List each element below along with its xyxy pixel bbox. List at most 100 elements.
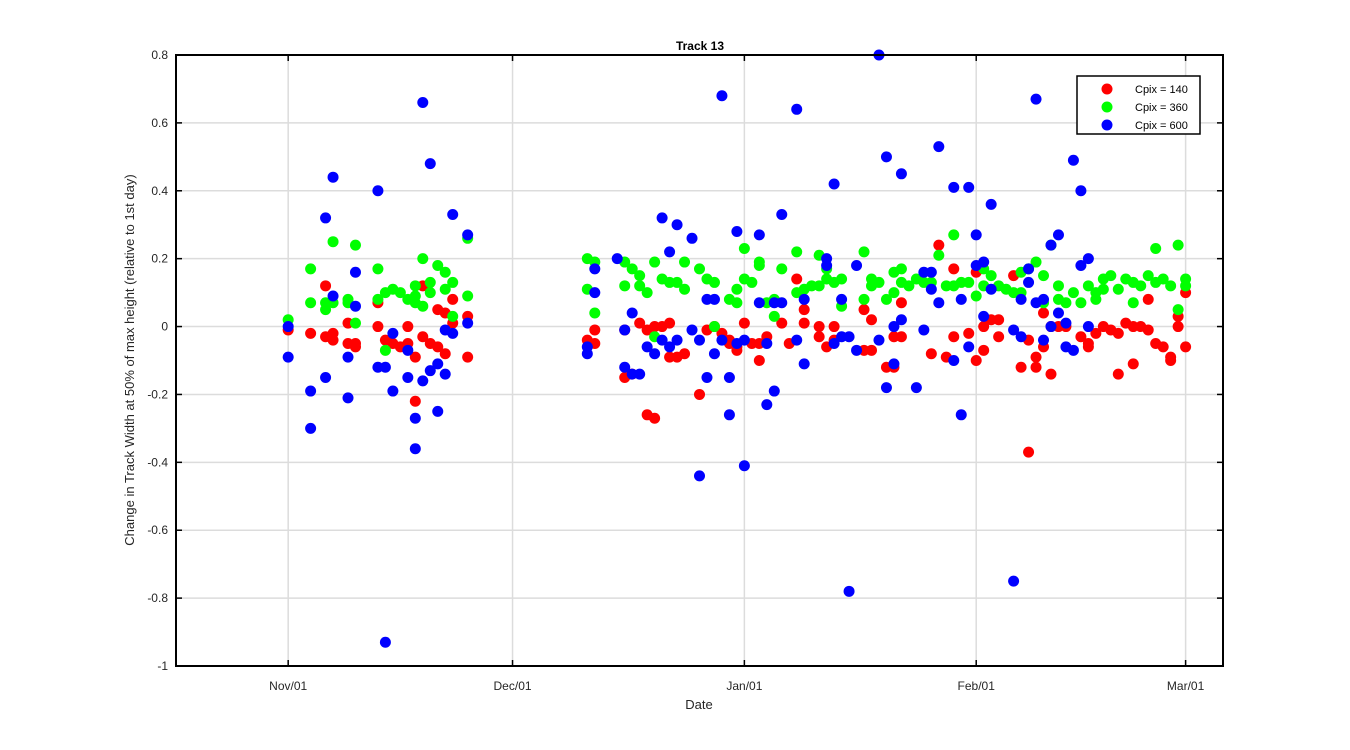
- data-point: [1045, 239, 1057, 251]
- data-point: [1150, 242, 1162, 254]
- data-point: [686, 324, 698, 336]
- data-point: [664, 317, 676, 329]
- data-point: [327, 290, 339, 302]
- data-point: [649, 256, 661, 268]
- data-point: [282, 321, 294, 333]
- data-point: [948, 181, 960, 193]
- plot-background: [176, 55, 1223, 666]
- data-point: [320, 371, 332, 383]
- data-point: [1112, 283, 1124, 295]
- legend-marker: [1101, 83, 1113, 95]
- data-point: [619, 324, 631, 336]
- data-point: [417, 331, 429, 343]
- data-point: [439, 348, 451, 360]
- data-point: [626, 307, 638, 319]
- data-point: [1135, 280, 1147, 292]
- data-point: [634, 280, 646, 292]
- data-points: [282, 49, 1192, 648]
- data-point: [888, 287, 900, 299]
- data-point: [634, 317, 646, 329]
- data-point: [589, 307, 601, 319]
- data-point: [1067, 154, 1079, 166]
- data-point: [1112, 327, 1124, 339]
- data-point: [948, 331, 960, 343]
- x-tick-label: Dec/01: [494, 679, 532, 693]
- legend-box: [1076, 75, 1201, 135]
- data-point: [978, 310, 990, 322]
- data-point: [447, 276, 459, 288]
- data-point: [1052, 229, 1064, 241]
- data-point: [656, 334, 668, 346]
- chart-title: Track 13: [676, 39, 724, 53]
- data-point: [1112, 368, 1124, 380]
- legend-label: Cpix = 140: [1135, 84, 1188, 96]
- data-point: [656, 212, 668, 224]
- data-point: [978, 321, 990, 333]
- data-point: [738, 334, 750, 346]
- data-point: [1023, 263, 1035, 275]
- y-tick-label: 0.2: [151, 252, 168, 266]
- data-point: [895, 331, 907, 343]
- data-point: [372, 293, 384, 305]
- data-point: [349, 239, 361, 251]
- data-point: [993, 331, 1005, 343]
- data-point: [791, 246, 803, 258]
- data-point: [1030, 351, 1042, 363]
- data-point: [843, 331, 855, 343]
- data-point: [424, 276, 436, 288]
- data-point: [342, 392, 354, 404]
- data-point: [589, 287, 601, 299]
- data-point: [858, 293, 870, 305]
- data-point: [649, 412, 661, 424]
- data-point: [963, 341, 975, 353]
- data-point: [671, 276, 683, 288]
- data-point: [970, 290, 982, 302]
- y-tick-label: 0.8: [151, 48, 168, 62]
- data-point: [708, 321, 720, 333]
- data-point: [619, 280, 631, 292]
- data-point: [1015, 361, 1027, 373]
- data-point: [409, 412, 421, 424]
- data-point: [394, 287, 406, 299]
- data-point: [933, 297, 945, 309]
- data-point: [933, 141, 945, 153]
- data-point: [858, 246, 870, 258]
- data-point: [880, 382, 892, 394]
- data-point: [1038, 334, 1050, 346]
- x-axis-label: Date: [685, 697, 712, 712]
- data-point: [417, 97, 429, 109]
- data-point: [738, 242, 750, 254]
- data-point: [1105, 270, 1117, 282]
- data-point: [1180, 280, 1192, 292]
- data-point: [791, 103, 803, 115]
- y-tick-label: -0.8: [147, 591, 168, 605]
- data-point: [738, 317, 750, 329]
- data-point: [447, 310, 459, 322]
- data-point: [462, 229, 474, 241]
- y-tick-label: -0.4: [147, 455, 168, 469]
- data-point: [320, 212, 332, 224]
- data-point: [955, 293, 967, 305]
- data-point: [1075, 297, 1087, 309]
- data-point: [761, 399, 773, 411]
- data-point: [424, 365, 436, 377]
- data-point: [1142, 270, 1154, 282]
- data-point: [417, 375, 429, 387]
- data-point: [798, 304, 810, 316]
- data-point: [1097, 283, 1109, 295]
- data-point: [372, 185, 384, 197]
- y-tick-label: -0.6: [147, 523, 168, 537]
- data-point: [611, 253, 623, 265]
- data-point: [387, 385, 399, 397]
- data-point: [731, 297, 743, 309]
- data-point: [664, 246, 676, 258]
- data-point: [918, 324, 930, 336]
- data-point: [843, 585, 855, 597]
- data-point: [379, 636, 391, 648]
- data-point: [1082, 321, 1094, 333]
- data-point: [768, 385, 780, 397]
- data-point: [694, 388, 705, 400]
- data-point: [993, 314, 1005, 326]
- data-point: [813, 331, 825, 343]
